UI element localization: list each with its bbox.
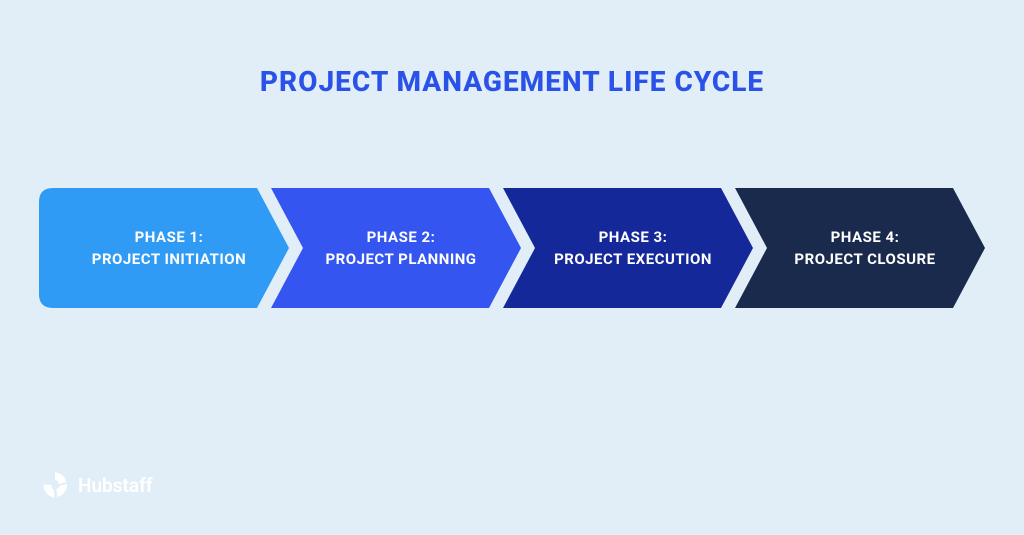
phase-name: PROJECT INITIATION (92, 248, 246, 271)
phase-number: PHASE 3: (554, 226, 712, 249)
process-step-label: PHASE 4:PROJECT CLOSURE (776, 226, 943, 271)
process-step-3: PHASE 3:PROJECT EXECUTION (503, 188, 753, 308)
brand-name: Hubstaff (78, 474, 153, 497)
phase-number: PHASE 2: (325, 226, 476, 249)
phase-name: PROJECT CLOSURE (794, 248, 935, 271)
process-step-4: PHASE 4:PROJECT CLOSURE (735, 188, 985, 308)
phase-number: PHASE 4: (794, 226, 935, 249)
process-step-2: PHASE 2:PROJECT PLANNING (271, 188, 521, 308)
infographic-canvas: PROJECT MANAGEMENT LIFE CYCLE PHASE 1:PR… (0, 0, 1024, 535)
process-step-label: PHASE 3:PROJECT EXECUTION (536, 226, 720, 271)
phase-name: PROJECT EXECUTION (554, 248, 712, 271)
diagram-title: PROJECT MANAGEMENT LIFE CYCLE (0, 65, 1024, 98)
process-step-label: PHASE 1:PROJECT INITIATION (74, 226, 254, 271)
phase-number: PHASE 1: (92, 226, 246, 249)
hubstaff-logo-icon (40, 470, 70, 500)
process-arrows-row: PHASE 1:PROJECT INITIATIONPHASE 2:PROJEC… (0, 188, 1024, 308)
brand-logo: Hubstaff (40, 470, 153, 500)
process-step-1: PHASE 1:PROJECT INITIATION (39, 188, 289, 308)
process-step-label: PHASE 2:PROJECT PLANNING (307, 226, 484, 271)
phase-name: PROJECT PLANNING (325, 248, 476, 271)
